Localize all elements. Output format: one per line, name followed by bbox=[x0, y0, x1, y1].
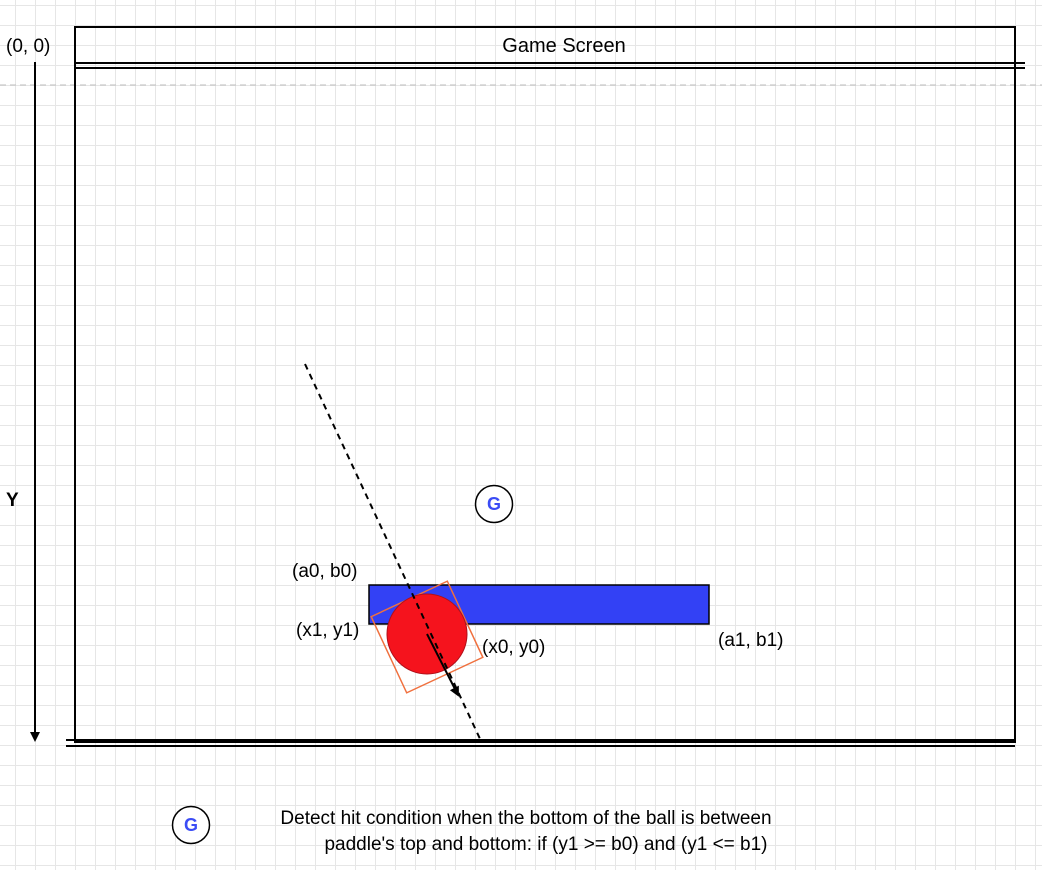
y-axis-label: Y bbox=[6, 490, 19, 511]
ball-origin-label: (x0, y0) bbox=[482, 637, 546, 658]
trajectory-dashed-line bbox=[304, 363, 482, 742]
note-badge-circle bbox=[171, 805, 211, 845]
game-screen-title: Game Screen bbox=[502, 35, 626, 57]
hit-condition-note: Detect hit condition when the bottom of … bbox=[226, 806, 866, 858]
g-badge-icon: G bbox=[486, 494, 502, 514]
velocity-arrow bbox=[426, 633, 459, 697]
game-screen-frame bbox=[74, 26, 1016, 743]
origin-label: (0, 0) bbox=[6, 36, 51, 57]
note-line-2: paddle's top and bottom: if (y1 >= b0) a… bbox=[324, 834, 768, 855]
ball-corner-label: (x1, y1) bbox=[296, 620, 360, 641]
note-g-badge-icon: G bbox=[183, 815, 199, 835]
paddle-bottom-right-label: (a1, b1) bbox=[718, 630, 784, 651]
paddle-top-left-label: (a0, b0) bbox=[292, 561, 358, 582]
note-line-1: Detect hit condition when the bottom of … bbox=[280, 808, 772, 829]
g-badge-circle bbox=[474, 484, 514, 524]
